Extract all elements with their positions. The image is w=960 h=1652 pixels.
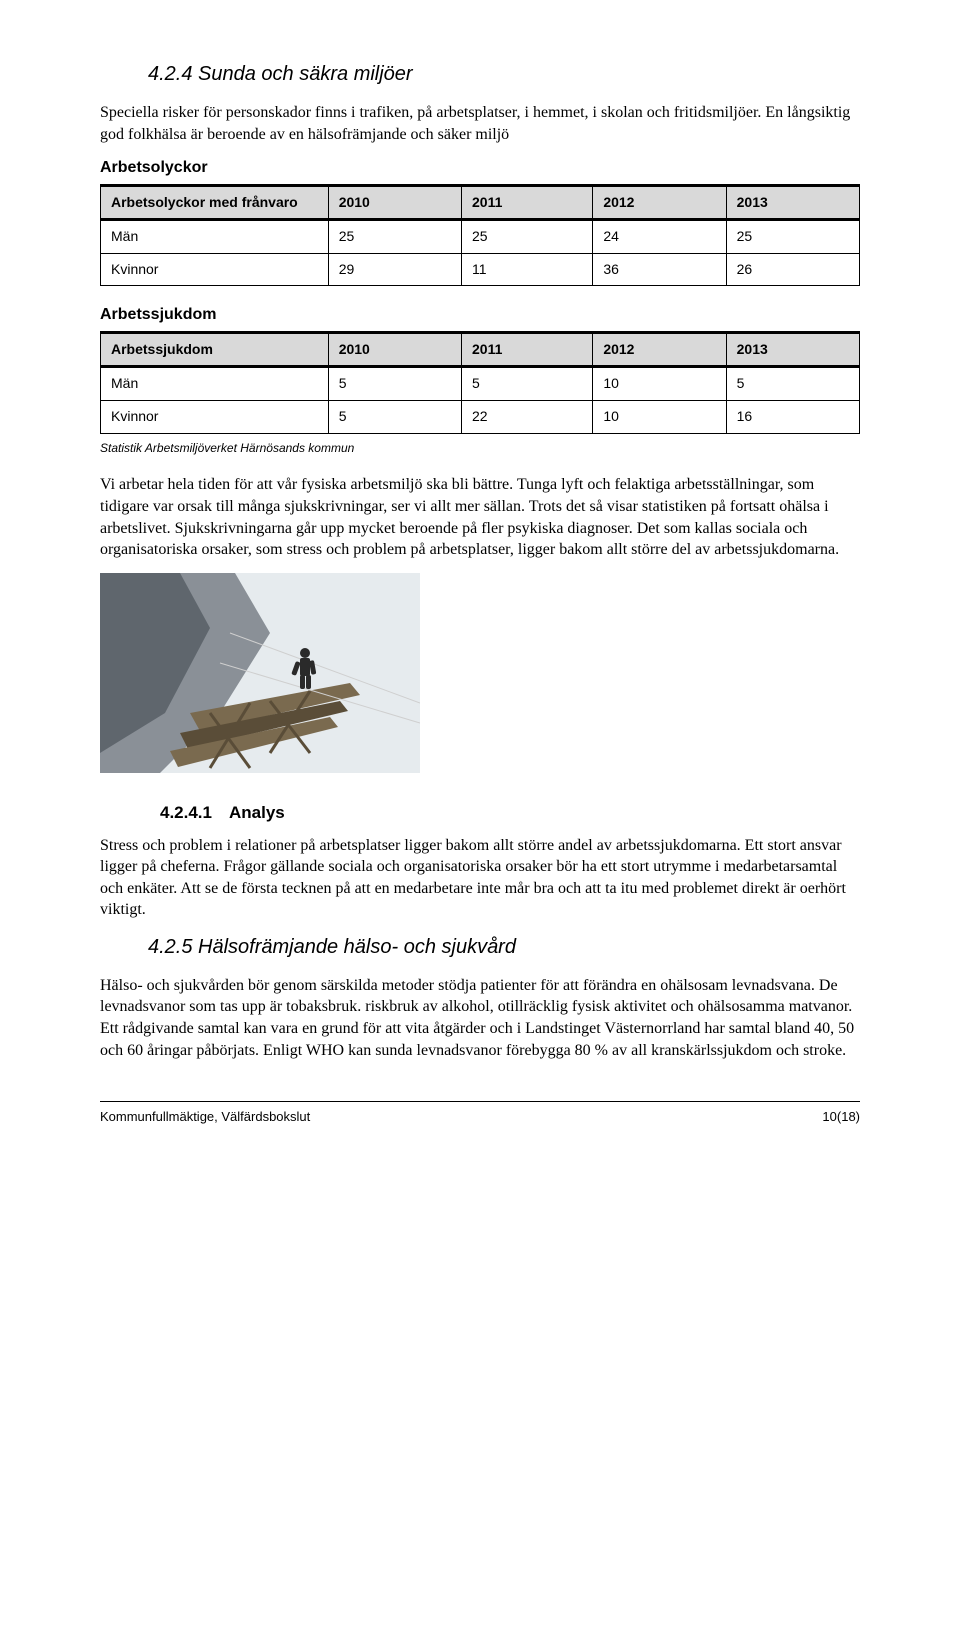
- table-row: Kvinnor 29 11 36 26: [101, 253, 860, 286]
- table1-row0-v1: 25: [462, 220, 593, 254]
- intro-paragraph: Speciella risker för personskador finns …: [100, 102, 860, 145]
- table2-row1-label: Kvinnor: [101, 400, 329, 433]
- table1-row1-label: Kvinnor: [101, 253, 329, 286]
- table2-row1-v1: 22: [462, 400, 593, 433]
- table1-title: Arbetsolyckor: [100, 157, 860, 179]
- table1-row1-v2: 36: [593, 253, 726, 286]
- table2-year-0: 2010: [328, 332, 461, 367]
- section-heading-4-2-5: 4.2.5 Hälsofrämjande hälso- och sjukvård: [148, 933, 860, 961]
- table2-row0-v2: 10: [593, 367, 726, 401]
- table1-row1-v3: 26: [726, 253, 859, 286]
- body-paragraph-4-2-5: Hälso- och sjukvården bör genom särskild…: [100, 975, 860, 1061]
- table-row: Män 5 5 10 5: [101, 367, 860, 401]
- table2-row0-label: Män: [101, 367, 329, 401]
- footer-left: Kommunfullmäktige, Välfärdsbokslut: [100, 1108, 310, 1126]
- table2-row0-v0: 5: [328, 367, 461, 401]
- body-paragraph-4-2-4-1: Stress och problem i relationer på arbet…: [100, 835, 860, 921]
- table1-row0-v0: 25: [328, 220, 461, 254]
- table1-header-row: Arbetsolyckor med frånvaro 2010 2011 201…: [101, 185, 860, 220]
- table1-year-2: 2012: [593, 185, 726, 220]
- sub-heading-4-2-4-1: 4.2.4.1 Analys: [160, 801, 860, 825]
- page-footer: Kommunfullmäktige, Välfärdsbokslut 10(18…: [100, 1101, 860, 1126]
- table2-row1-v3: 16: [726, 400, 859, 433]
- workplace-photo-svg: [100, 573, 420, 773]
- workplace-photo: [100, 573, 860, 773]
- table1-year-3: 2013: [726, 185, 859, 220]
- table1-row0-v3: 25: [726, 220, 859, 254]
- table1-row0-v2: 24: [593, 220, 726, 254]
- table2-row0-v1: 5: [462, 367, 593, 401]
- table1-row1-v0: 29: [328, 253, 461, 286]
- table1-row1-v1: 11: [462, 253, 593, 286]
- table2-year-3: 2013: [726, 332, 859, 367]
- table-row: Män 25 25 24 25: [101, 220, 860, 254]
- table2-caption: Statistik Arbetsmiljöverket Härnösands k…: [100, 440, 860, 457]
- table2-year-2: 2012: [593, 332, 726, 367]
- table2-header-row: Arbetssjukdom 2010 2011 2012 2013: [101, 332, 860, 367]
- table2-row1-v0: 5: [328, 400, 461, 433]
- table1-year-1: 2011: [462, 185, 593, 220]
- section-heading-4-2-4: 4.2.4 Sunda och säkra miljöer: [148, 60, 860, 88]
- table-arbetsolyckor: Arbetsolyckor med frånvaro 2010 2011 201…: [100, 184, 860, 287]
- body-paragraph-4-2-4: Vi arbetar hela tiden för att vår fysisk…: [100, 474, 860, 560]
- table-arbetssjukdom: Arbetssjukdom 2010 2011 2012 2013 Män 5 …: [100, 331, 860, 434]
- table2-header-label: Arbetssjukdom: [101, 332, 329, 367]
- table1-header-label: Arbetsolyckor med frånvaro: [101, 185, 329, 220]
- table1-row0-label: Män: [101, 220, 329, 254]
- table2-title: Arbetssjukdom: [100, 304, 860, 326]
- table2-row1-v2: 10: [593, 400, 726, 433]
- footer-right: 10(18): [822, 1108, 860, 1126]
- table2-row0-v3: 5: [726, 367, 859, 401]
- table-row: Kvinnor 5 22 10 16: [101, 400, 860, 433]
- table2-year-1: 2011: [462, 332, 593, 367]
- table1-year-0: 2010: [328, 185, 461, 220]
